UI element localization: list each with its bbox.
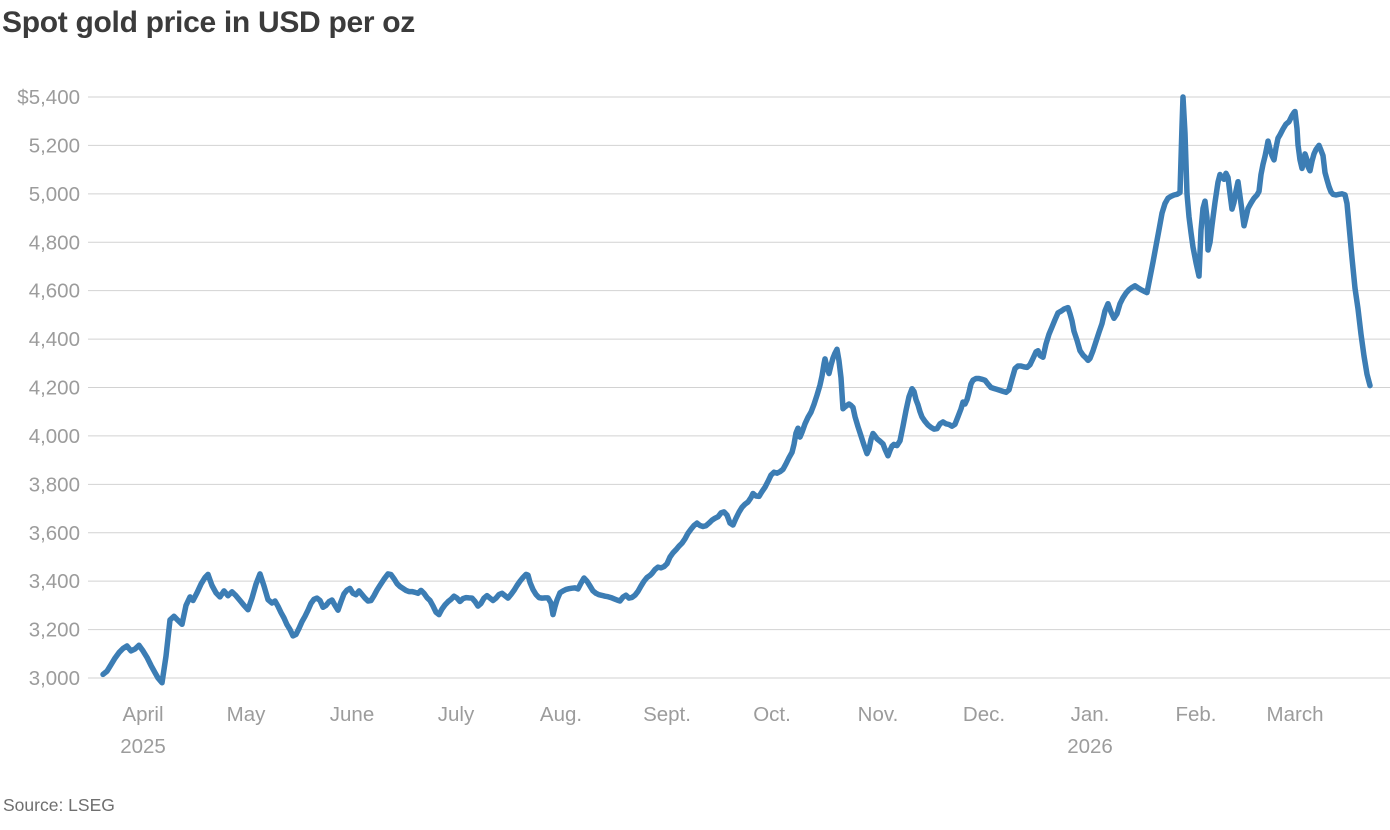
y-axis-tick-label: 3,000 bbox=[29, 667, 80, 690]
y-axis-tick-label: $5,400 bbox=[17, 86, 80, 109]
y-axis-tick-label: 3,200 bbox=[29, 619, 80, 642]
y-axis-tick-label: 4,000 bbox=[29, 425, 80, 448]
chart-title: Spot gold price in USD per oz bbox=[2, 6, 415, 39]
x-axis-month-label: May bbox=[227, 703, 266, 726]
x-axis-month-label: Dec. bbox=[963, 703, 1005, 726]
y-axis-tick-label: 5,000 bbox=[29, 183, 80, 206]
x-axis-year-label: 2026 bbox=[1067, 735, 1113, 758]
x-axis-month-label: June bbox=[330, 703, 374, 726]
source-note: Source: LSEG bbox=[3, 795, 115, 815]
x-axis-month-label: Nov. bbox=[858, 703, 899, 726]
x-axis-month-label: Feb. bbox=[1175, 703, 1216, 726]
x-axis-month-label: Oct. bbox=[753, 703, 791, 726]
x-axis-month-label: July bbox=[438, 703, 475, 726]
y-axis-tick-labels: $5,400 5,200 5,000 4,800 4,600 4,400 4,200 4,00… bbox=[17, 86, 80, 690]
y-axis-tick-label: 4,400 bbox=[29, 328, 80, 351]
x-axis-month-label: Aug. bbox=[540, 703, 582, 726]
x-axis-month-labels: April 2025 May June July Aug. Sept. Oct. Nov. Dec… bbox=[120, 703, 1323, 758]
y-axis-tick-label: 5,200 bbox=[29, 134, 80, 157]
y-axis-tick-label: 3,600 bbox=[29, 522, 80, 545]
x-axis-year-label: 2025 bbox=[120, 735, 166, 758]
gridlines-group bbox=[88, 96, 1390, 679]
x-axis-month-label: April bbox=[122, 703, 163, 726]
y-axis-tick-label: 4,600 bbox=[29, 280, 80, 303]
gold-price-line bbox=[100, 94, 1373, 686]
x-axis-month-label: March bbox=[1267, 703, 1324, 726]
y-axis-tick-label: 3,800 bbox=[29, 473, 80, 496]
y-axis-tick-label: 4,800 bbox=[29, 231, 80, 254]
x-axis-month-label: Jan. bbox=[1071, 703, 1110, 726]
y-axis-tick-label: 3,400 bbox=[29, 570, 80, 593]
y-axis-tick-label: 4,200 bbox=[29, 377, 80, 400]
x-axis-month-label: Sept. bbox=[643, 703, 691, 726]
